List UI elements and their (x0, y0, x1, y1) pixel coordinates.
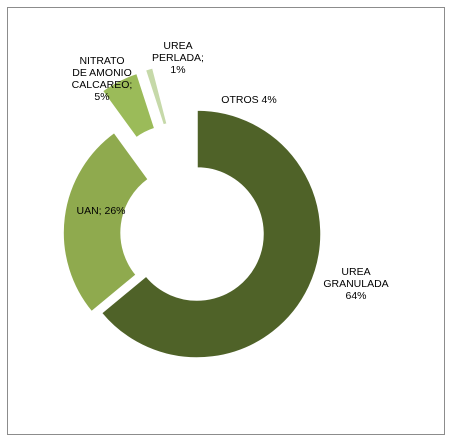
slice-label-line: PERLADA; (152, 52, 204, 64)
slice-label-line: OTROS 4% (221, 94, 276, 106)
slice-nitrato-de-amonio-calcareo (101, 72, 156, 139)
slice-label-line: 5% (94, 91, 109, 103)
slice-label-line: 1% (170, 64, 185, 76)
slice-urea-perlada (144, 66, 169, 127)
slice-label-line: NITRATO (79, 55, 124, 67)
slice-label-otros: OTROS 4% (221, 94, 276, 106)
slice-label-line: CALCAREO; (72, 79, 133, 91)
slices-group (62, 61, 322, 359)
slice-otros (159, 61, 192, 124)
slice-label-line: UAN; 26% (76, 205, 125, 217)
slice-urea-granulada (100, 109, 322, 359)
slice-label-nitrato-de-amonio-calcareo: NITRATO DE AMONIO CALCAREO; 5% (72, 55, 133, 103)
slice-label-line: UREA (341, 266, 370, 278)
slice-label-line: 64% (345, 290, 366, 302)
slice-label-line: GRANULADA (323, 278, 388, 290)
slice-label-uan: UAN; 26% (76, 205, 125, 217)
slice-label-urea-perlada: UREA PERLADA; 1% (152, 40, 204, 76)
labels-group: UREA GRANULADA 64%UAN; 26%NITRATO DE AMONIO… (72, 40, 389, 302)
slice-label-line: DE AMONIO (72, 67, 132, 79)
slice-uan (62, 131, 150, 313)
slice-label-urea-granulada: UREA GRANULADA 64% (323, 266, 388, 302)
slice-label-line: UREA (163, 40, 192, 52)
